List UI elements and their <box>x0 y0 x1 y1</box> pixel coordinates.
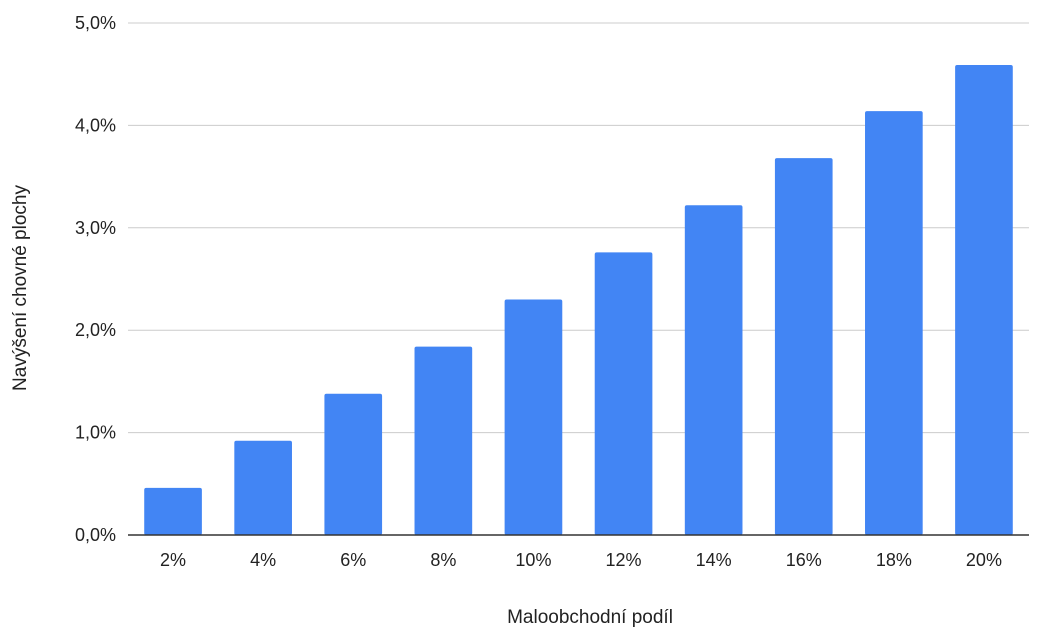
y-tick-label: 4,0% <box>75 115 116 135</box>
x-tick-label: 12% <box>606 550 642 570</box>
bar <box>144 487 202 535</box>
x-tick-label: 2% <box>160 550 186 570</box>
bar <box>504 299 563 535</box>
x-tick-label: 10% <box>515 550 551 570</box>
y-tick-label: 3,0% <box>75 218 116 238</box>
x-tick-label: 4% <box>250 550 276 570</box>
y-axis-title: Navýšení chovné plochy <box>10 185 31 391</box>
x-tick-label: 18% <box>876 550 912 570</box>
x-axis-ticks: 2% 4% 6% 8% 10% 12% 14% 16% 18% 20% <box>160 550 1002 570</box>
x-tick-label: 8% <box>430 550 456 570</box>
bar <box>324 393 383 535</box>
bars <box>144 64 1013 536</box>
y-tick-label: 5,0% <box>75 13 116 33</box>
x-tick-label: 20% <box>966 550 1002 570</box>
y-tick-label: 2,0% <box>75 320 116 340</box>
bar <box>414 346 473 535</box>
bar <box>955 64 1013 535</box>
x-tick-label: 14% <box>696 550 732 570</box>
y-axis-ticks: 0,0% 1,0% 2,0% 3,0% 4,0% 5,0% <box>75 13 116 545</box>
y-tick-label: 0,0% <box>75 525 116 545</box>
bar <box>684 205 743 535</box>
x-tick-label: 6% <box>340 550 366 570</box>
x-tick-label: 16% <box>786 550 822 570</box>
bar <box>234 440 292 535</box>
bar <box>865 111 923 536</box>
bar <box>594 252 653 535</box>
x-axis-title: Maloobchodní podíl <box>507 607 673 628</box>
y-tick-label: 1,0% <box>75 423 116 443</box>
bar <box>774 158 833 535</box>
